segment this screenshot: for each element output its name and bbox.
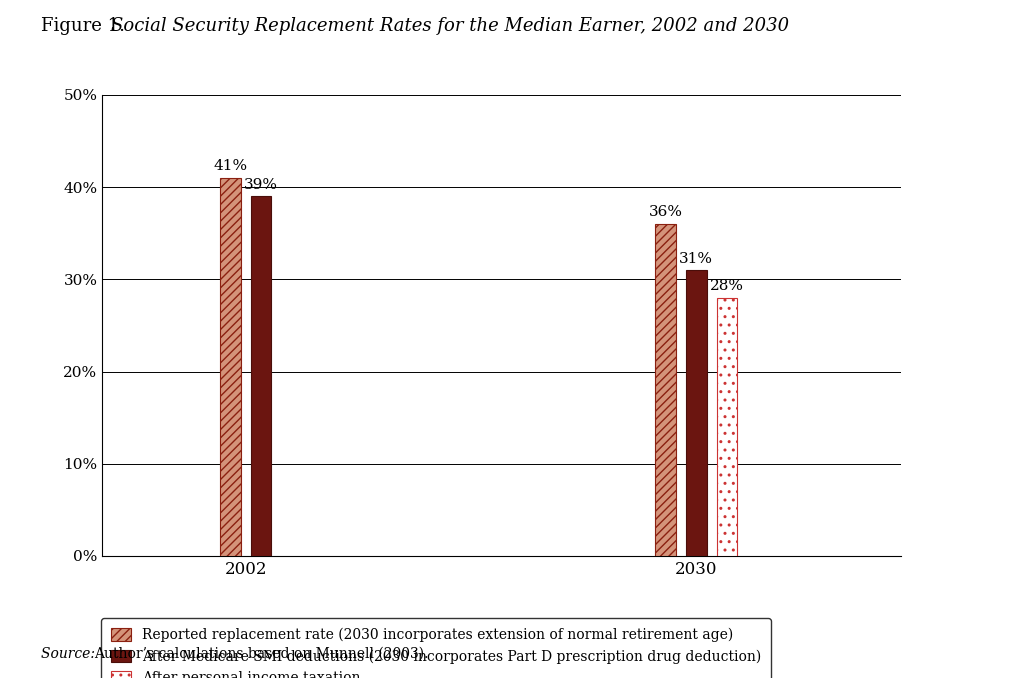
Text: 41%: 41%: [213, 159, 248, 174]
Text: Author’s calculations based on Munnell (2003).: Author’s calculations based on Munnell (…: [94, 647, 429, 661]
Text: 28%: 28%: [710, 279, 744, 293]
Bar: [220, 178, 241, 556]
Legend: Reported replacement rate (2030 incorporates extension of normal retirement age): Reported replacement rate (2030 incorpor…: [101, 618, 771, 678]
Bar: [655, 224, 676, 556]
Bar: [717, 298, 737, 556]
Text: 36%: 36%: [648, 205, 683, 220]
Text: 39%: 39%: [244, 178, 279, 192]
Text: Source:: Source:: [41, 647, 99, 661]
Bar: [686, 270, 707, 556]
Text: Figure 1.: Figure 1.: [41, 17, 131, 35]
Text: Social Security Replacement Rates for the Median Earner, 2002 and 2030: Social Security Replacement Rates for th…: [111, 17, 788, 35]
Bar: [251, 197, 271, 556]
Text: 31%: 31%: [679, 252, 714, 266]
